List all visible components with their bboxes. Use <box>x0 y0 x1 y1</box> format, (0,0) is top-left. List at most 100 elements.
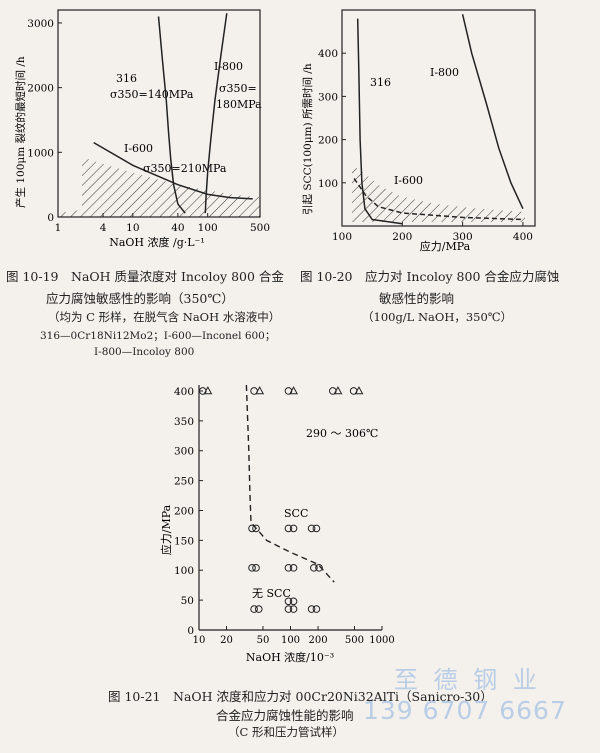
watermark-phone: 139 6707 6667 <box>363 696 567 725</box>
caption-title2-fig-10-20: 敏感性的影响 <box>379 291 455 306</box>
data-point-circle <box>289 597 298 606</box>
y-tick-label: 200 <box>174 505 194 517</box>
x-tick-label: 500 <box>250 222 270 234</box>
chart-fig-10-19: 1 4 10 40 100 500 0 1000 2000 3000 产生 100μm 裂纹的最短… <box>14 9 270 249</box>
x-axis-label: 应力/MPa <box>420 239 471 253</box>
caption-note-fig-10-19: （均为 C 形样，在脱气含 NaOH 水溶液中） <box>48 310 281 324</box>
caption-title2-fig-10-19: 应力腐蚀敏感性的影响（350℃） <box>46 291 234 306</box>
data-point-circle <box>289 564 298 572</box>
data-point-circle <box>312 605 321 613</box>
label-316: 316 <box>370 76 391 89</box>
plot-frame <box>57 9 261 218</box>
y-tick-label: 0 <box>47 212 54 224</box>
x-tick-label: 10 <box>193 635 206 646</box>
caption-title2-fig-10-21: 合金应力腐蚀性能的影响 <box>216 708 354 723</box>
scc-boundary-line <box>245 384 335 583</box>
data-point-circle <box>289 524 298 533</box>
y-axis-label: 应力/MPa <box>159 504 173 555</box>
label-i600: I-600 <box>394 174 423 187</box>
temperature-label: 290 ～ 306℃ <box>306 427 378 440</box>
data-point-circle <box>284 564 293 572</box>
y-tick-label: 300 <box>174 446 194 458</box>
y-tick-label: 2000 <box>27 83 54 95</box>
y-tick-label: 400 <box>174 386 194 398</box>
data-point-circle <box>284 605 293 613</box>
x-tick-label: 200 <box>392 231 412 243</box>
data-point-circle <box>307 605 316 613</box>
y-axis-label: 产生 100μm 裂纹的最短时间 /h <box>14 56 27 208</box>
data-point-circle <box>254 605 263 613</box>
data-point-circle <box>310 564 318 572</box>
scc-hatched-region <box>352 165 525 222</box>
x-tick-label: 1000 <box>369 635 394 646</box>
label-316-stress: σ350=140MPa <box>110 88 194 101</box>
label-i800: I-800 <box>214 60 243 73</box>
data-point-triangle <box>255 386 265 395</box>
data-point-circle <box>284 524 293 533</box>
x-tick-label: 100 <box>332 231 352 243</box>
x-axis-label: NaOH 浓度 /g·L⁻¹ <box>109 235 205 249</box>
y-tick-label: 150 <box>174 535 194 547</box>
label-316: 316 <box>116 72 137 85</box>
caption-title-fig-10-21: 图 10-21 NaOH 浓度和应力对 00Cr20Ni32AlTi（Sanic… <box>108 689 493 704</box>
y-tick-label: 50 <box>181 595 194 607</box>
plot-frame <box>341 9 536 227</box>
x-tick-label: 10 <box>126 222 139 234</box>
x-tick-label: 4 <box>100 222 107 234</box>
chart-fig-10-20: 100 200 300 400 100 200 300 400 引起 SCC(100μm) 所… <box>301 9 536 253</box>
data-point-circle <box>252 564 260 572</box>
x-tick-label: 500 <box>345 635 364 646</box>
label-i600: I-600 <box>124 142 153 155</box>
x-tick-label: 20 <box>220 635 233 646</box>
y-tick-label: 400 <box>318 48 338 60</box>
y-tick-label: 0 <box>187 625 194 637</box>
data-point-circle <box>289 605 298 613</box>
scc-hatched-region <box>58 157 260 217</box>
caption-legend2-fig-10-19: I-800—Incoloy 800 <box>94 346 195 358</box>
scc-region-label: SCC <box>284 507 308 520</box>
x-tick-label: 50 <box>257 635 270 646</box>
y-axis-label: 引起 SCC(100μm) 所需时间 /h <box>301 63 314 215</box>
data-point-circle <box>315 564 323 572</box>
y-tick-label: 100 <box>174 565 194 577</box>
y-tick-label: 350 <box>174 416 194 428</box>
label-i800-stress: 180MPa <box>216 98 262 111</box>
data-point-triangle <box>289 386 299 395</box>
data-point-circle <box>248 564 256 572</box>
label-i600-stress: σ350=210MPa <box>143 162 227 175</box>
data-point-circle <box>252 524 260 533</box>
y-tick-label: 300 <box>318 91 338 103</box>
x-tick-label: 200 <box>308 635 327 646</box>
caption-note-fig-10-20: （100g/L NaOH，350℃） <box>362 310 513 324</box>
series-line-316 <box>356 18 403 225</box>
no-scc-region-label: 无 SCC <box>252 587 291 600</box>
data-point-circle <box>284 597 293 606</box>
caption-title-fig-10-20: 图 10-20 应力对 Incoloy 800 合金应力腐蚀 <box>300 269 560 284</box>
label-i800-sigma: σ350= <box>219 82 257 95</box>
data-point-circle <box>307 524 316 533</box>
data-point-triangle <box>354 386 364 395</box>
y-tick-label: 200 <box>318 135 338 147</box>
series-line-316 <box>157 16 186 214</box>
y-tick-label: 250 <box>174 476 194 488</box>
x-tick-label: 100 <box>281 635 300 646</box>
data-point-triangle <box>333 386 343 395</box>
data-point-circle <box>312 524 321 533</box>
x-tick-label: 40 <box>171 222 184 234</box>
x-tick-label: 300 <box>453 231 473 243</box>
y-tick-label: 1000 <box>27 147 54 159</box>
y-tick-label: 100 <box>318 178 338 190</box>
series-line-i-800 <box>204 13 228 214</box>
x-tick-label: 400 <box>513 231 533 243</box>
watermark-company: 至 德 钢 业 <box>394 666 541 694</box>
x-axis-label: NaOH 浓度/10⁻³ <box>246 650 334 664</box>
series-line-i-600 <box>93 141 253 200</box>
x-tick-label: 100 <box>198 222 218 234</box>
caption-legend1-fig-10-19: 316—0Cr18Ni12Mo2；I-600—Inconel 600； <box>40 330 276 342</box>
caption-title-fig-10-19: 图 10-19 NaOH 质量浓度对 Incoloy 800 合金 <box>6 269 284 284</box>
caption-note-fig-10-21: （C 形和压力管试样） <box>228 725 344 739</box>
x-tick-label: 1 <box>55 222 62 234</box>
label-i800: I-800 <box>430 66 459 79</box>
series-line-i-600 <box>353 178 523 221</box>
